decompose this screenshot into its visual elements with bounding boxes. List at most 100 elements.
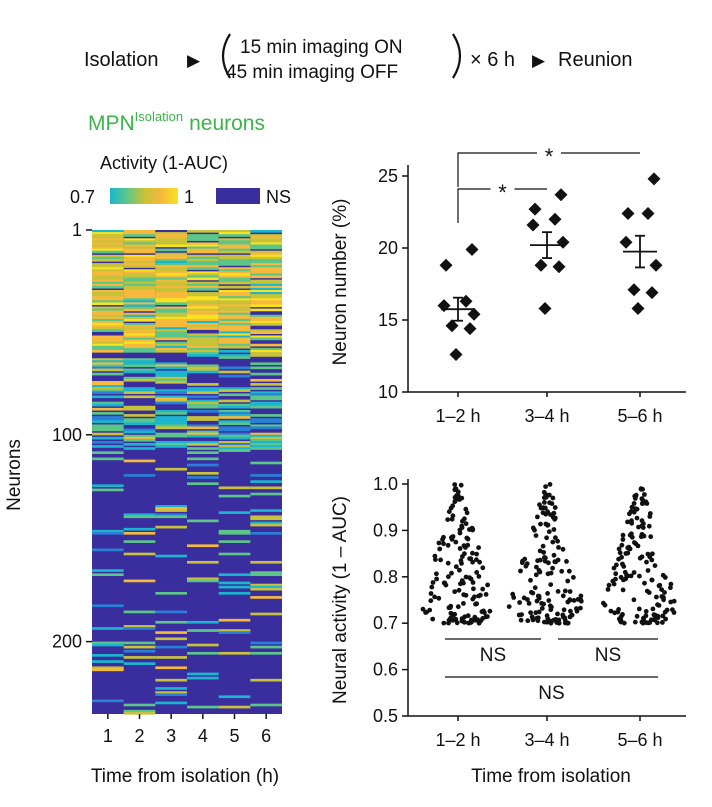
heatmap-cell xyxy=(123,358,156,361)
heatmap-cell xyxy=(92,420,124,423)
heatmap-cell xyxy=(250,234,282,237)
heatmap-cell xyxy=(92,383,124,386)
neural-activity-point xyxy=(546,492,552,498)
heatmap-cell xyxy=(187,364,219,368)
heatmap-cell xyxy=(187,418,219,421)
neuron-number-point xyxy=(526,218,540,232)
colorbar xyxy=(110,188,178,204)
heatmap-cell xyxy=(123,281,156,285)
neural-activity-point xyxy=(474,557,479,563)
heatmap-cell xyxy=(187,341,219,345)
heatmap-cell xyxy=(218,366,251,370)
colorbar-max-label: 1 xyxy=(184,187,194,207)
heatmap-cell xyxy=(155,637,187,641)
neural-activity-point xyxy=(541,495,547,501)
heatmap-cell xyxy=(123,292,156,295)
heatmap-cell xyxy=(250,294,282,297)
heatmap-cell xyxy=(92,569,124,572)
heatmap-cell xyxy=(155,267,187,270)
neural-activity-point xyxy=(644,559,649,565)
heatmap-cell xyxy=(250,426,282,430)
heatmap-cell xyxy=(155,333,187,337)
heatmap-cell xyxy=(92,424,124,428)
heatmap-cell xyxy=(187,236,219,239)
heatmap-cell xyxy=(187,325,219,328)
imaging-on-label: 15 min imaging ON xyxy=(240,37,403,58)
heatmap-cell xyxy=(250,436,282,440)
heatmap-cell xyxy=(123,662,156,665)
heatmap-cell xyxy=(250,283,282,287)
heatmap-cell xyxy=(92,327,124,330)
heatmap-cell xyxy=(123,711,156,715)
neural-activity-point xyxy=(443,582,449,588)
heatmap-cell xyxy=(250,331,282,335)
heatmap-cell xyxy=(92,432,124,436)
neural-activity-point xyxy=(458,482,464,488)
heatmap-cell xyxy=(155,515,187,519)
neural-activity-point xyxy=(536,609,542,615)
heatmap-cell xyxy=(92,275,124,279)
heatmap-cell xyxy=(155,554,187,558)
heatmap-cell xyxy=(92,292,124,295)
heatmap-cell xyxy=(218,244,251,248)
neural-activity-point xyxy=(625,519,630,525)
heatmap-cell xyxy=(123,258,156,262)
neural-activity-point xyxy=(559,568,565,574)
heatmap-cell xyxy=(155,349,187,353)
heatmap-cell xyxy=(155,620,187,624)
heatmap-cell xyxy=(155,248,187,252)
heatmap-cell xyxy=(92,387,124,390)
heatmap-cell xyxy=(218,327,251,330)
neural-activity-point xyxy=(463,574,469,580)
neuron-number-y-tick-label: 25 xyxy=(378,166,398,186)
neural-activity-point xyxy=(429,584,435,590)
ns-bracket-label: NS xyxy=(595,645,621,666)
neural-activity-point xyxy=(506,604,512,609)
significance-label: * xyxy=(498,180,507,205)
heatmap-cell xyxy=(123,641,156,645)
neural-activity-point xyxy=(649,577,655,583)
neural-activity-point xyxy=(613,571,619,577)
heatmap-cell xyxy=(187,310,219,314)
heatmap-cell xyxy=(155,426,187,430)
neural-activity-point xyxy=(538,521,543,527)
neural-activity-point xyxy=(663,616,668,622)
heatmap-x-tick-label: 6 xyxy=(261,726,271,746)
neural-activity-point xyxy=(518,568,523,574)
heatmap-cell xyxy=(187,271,219,275)
heatmap-cell xyxy=(187,432,219,436)
heatmap-cell xyxy=(218,494,251,498)
heatmap-cell xyxy=(218,339,251,343)
heatmap-cell xyxy=(218,285,251,289)
heatmap-cell xyxy=(187,409,219,413)
neural-activity-y-tick-label: 0.9 xyxy=(373,520,398,540)
heatmap-cell xyxy=(123,339,156,343)
heatmap-cell xyxy=(92,271,124,275)
neural-activity-point xyxy=(482,610,487,615)
neural-activity-point xyxy=(470,550,475,556)
neural-activity-point xyxy=(647,514,653,519)
neural-activity-point xyxy=(668,585,673,591)
neural-activity-point xyxy=(518,617,524,623)
heatmap-x-tick-label: 1 xyxy=(103,726,113,746)
heatmap-cell xyxy=(123,378,156,382)
neural-activity-point xyxy=(461,543,467,548)
heatmap-cell xyxy=(250,486,282,490)
heatmap-cell xyxy=(187,443,219,446)
neural-activity-point xyxy=(646,523,652,529)
neural-activity-point xyxy=(446,574,451,580)
heatmap-cell xyxy=(123,343,156,347)
heatmap-cell xyxy=(187,354,219,357)
neural-activity-point xyxy=(450,534,456,539)
heatmap-cell xyxy=(250,250,282,254)
heatmap-cell xyxy=(218,409,251,413)
neural-activity-point xyxy=(659,587,664,592)
heatmap-cell xyxy=(250,308,282,312)
heatmap-cell xyxy=(250,323,282,326)
heatmap-cell xyxy=(187,451,219,454)
neural-activity-y-tick-label: 0.5 xyxy=(373,706,398,726)
heatmap-cell xyxy=(92,316,124,320)
heatmap-cell xyxy=(92,256,124,260)
neuron-number-point xyxy=(534,258,548,272)
heatmap-cell xyxy=(155,691,187,694)
